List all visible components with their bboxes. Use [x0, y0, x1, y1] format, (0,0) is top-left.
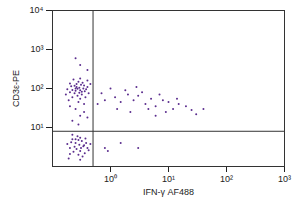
svg-text:10²: 10²: [30, 83, 43, 93]
svg-text:10²: 10²: [220, 174, 233, 184]
svg-text:10⁴: 10⁴: [30, 5, 44, 15]
svg-text:IFN-γ AF488: IFN-γ AF488: [143, 187, 194, 197]
svg-text:10³: 10³: [30, 44, 43, 54]
svg-text:10³: 10³: [278, 174, 291, 184]
svg-text:10¹: 10¹: [30, 122, 43, 132]
svg-text:CD3ε-PE: CD3ε-PE: [11, 70, 21, 107]
svg-text:10⁰: 10⁰: [104, 174, 117, 184]
svg-text:10¹: 10¹: [162, 174, 175, 184]
